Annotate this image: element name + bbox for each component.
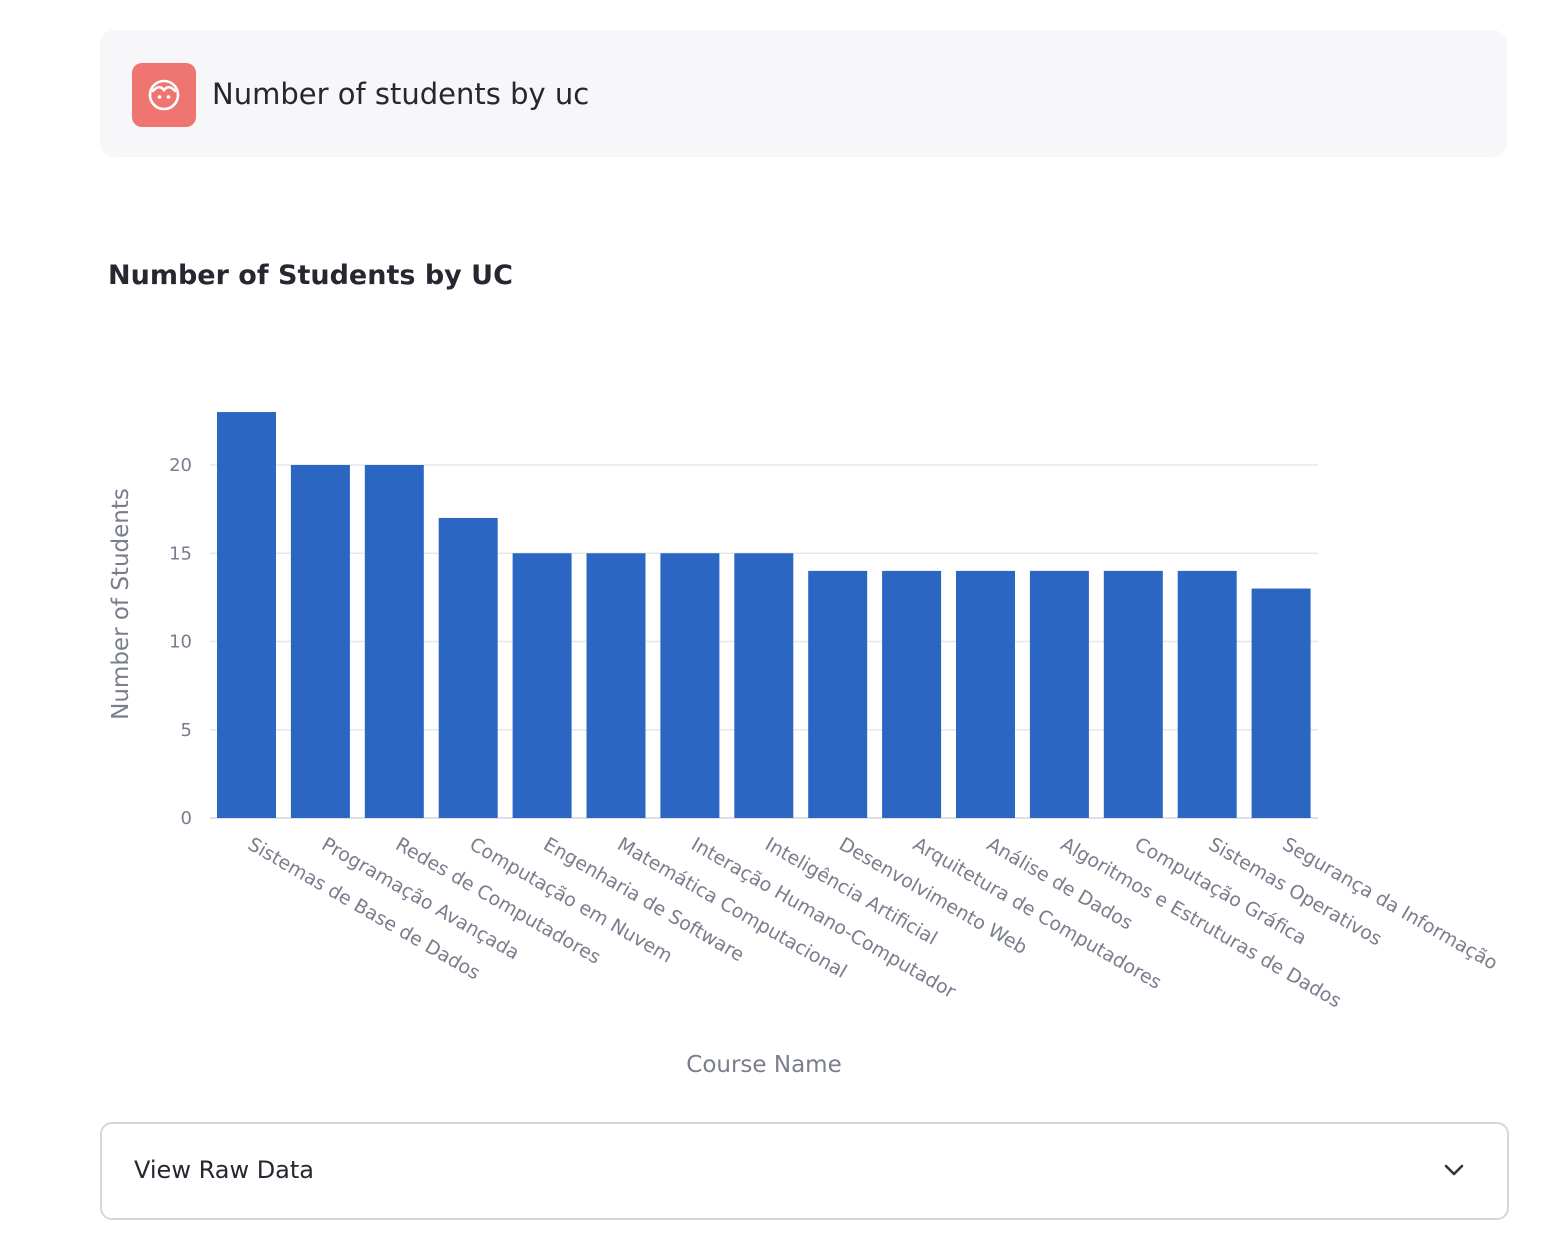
face-icon xyxy=(132,63,196,127)
bar[interactable] xyxy=(882,570,942,818)
bar[interactable] xyxy=(734,553,794,818)
bar[interactable] xyxy=(290,465,350,818)
bar[interactable] xyxy=(1251,588,1311,818)
bar[interactable] xyxy=(808,570,868,818)
x-tick-label: Algoritmos e Estruturas de Dados xyxy=(1057,833,1345,1012)
bar[interactable] xyxy=(1103,570,1163,818)
x-tick-label: Programação Avançada xyxy=(318,833,523,964)
x-tick-label: Sistemas de Base de Dados xyxy=(244,833,484,984)
x-tick-label: Engenharia de Software xyxy=(540,833,748,966)
x-tick-label: Arquitetura de Computadores xyxy=(909,833,1165,994)
header-title: Number of students by uc xyxy=(212,77,590,111)
bar[interactable] xyxy=(438,517,498,818)
x-tick-label: Interação Humano-Computador xyxy=(687,833,959,1003)
bar[interactable] xyxy=(217,412,276,818)
bar-layer xyxy=(217,412,1311,818)
x-tick-label: Sistemas Operativos xyxy=(1205,833,1386,950)
header-card: Number of students by uc xyxy=(100,30,1507,157)
y-tick-label: 15 xyxy=(169,543,192,564)
x-tick-label: Inteligência Artificial xyxy=(761,833,941,949)
expander-label: View Raw Data xyxy=(134,1156,314,1184)
bar[interactable] xyxy=(956,570,1015,818)
x-axis-title: Course Name xyxy=(686,1052,841,1078)
x-tick-label: Matemática Computacional xyxy=(614,833,851,983)
x-tick-label: Computação Gráfica xyxy=(1131,833,1311,949)
y-tick-label: 20 xyxy=(169,455,192,476)
x-tick-label: Segurança da Informação xyxy=(1279,833,1502,974)
bar[interactable] xyxy=(512,553,572,818)
y-tick-label: 5 xyxy=(181,720,192,741)
bar[interactable] xyxy=(586,553,646,818)
x-tick-label: Redes de Computadores xyxy=(392,833,605,968)
bar[interactable] xyxy=(1177,570,1237,818)
bar[interactable] xyxy=(660,553,720,818)
y-tick-label: 10 xyxy=(169,632,192,653)
y-tick-label: 0 xyxy=(181,808,192,829)
x-tick-label: Análise de Dados xyxy=(983,833,1136,934)
x-tick-label: Desenvolvimento Web xyxy=(835,833,1031,959)
x-tick-label: Computação em Nuvem xyxy=(466,833,676,967)
chart-title: Number of Students by UC xyxy=(108,260,513,291)
bar[interactable] xyxy=(364,465,424,818)
bar[interactable] xyxy=(1029,570,1089,818)
y-axis-title: Number of Students xyxy=(108,488,134,720)
chevron-down-icon[interactable] xyxy=(1441,1157,1467,1183)
view-raw-data-expander[interactable]: View Raw Data xyxy=(100,1122,1509,1220)
